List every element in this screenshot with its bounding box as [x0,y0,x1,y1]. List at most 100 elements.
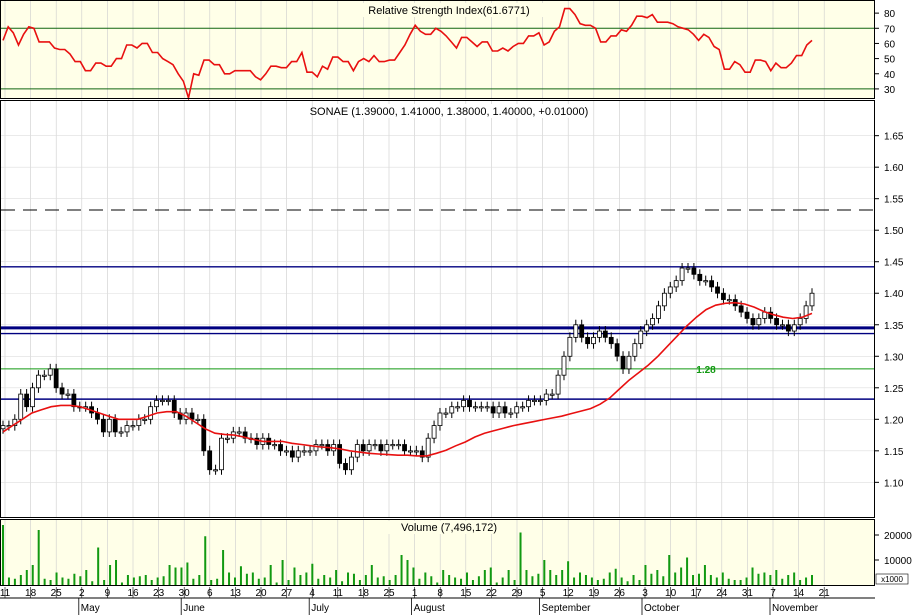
volume-bar [579,572,582,585]
candle-body [224,437,230,440]
candle-body [667,286,673,294]
volume-tick-label: 20000 [884,531,912,542]
candle-body [47,368,53,376]
volume-bar [436,582,439,585]
volume-bar [465,572,468,585]
candle-body [408,450,413,453]
volume-bar [180,567,183,585]
volume-bar [727,578,730,585]
candle-body [591,336,596,345]
rsi-title: Relative Strength Index(61.6771) [368,5,529,17]
candle-body [744,311,750,319]
candle-body [461,399,466,408]
price-tick-label: 1.25 [884,384,904,395]
volume-bar [430,576,433,585]
price-tick-label: 1.55 [884,195,904,206]
date-tick-label: 22 [486,588,498,599]
candle-body [71,393,77,408]
date-tick-label: 16 [127,588,139,599]
volume-bar [91,581,94,585]
candle-body [644,324,650,332]
volume-bar [43,578,46,585]
volume-bar [162,576,165,585]
volume-bar [115,560,118,585]
volume-bar [793,572,796,585]
volume-bar [668,555,671,585]
volume-bar [126,575,129,585]
candle-body [490,406,496,414]
volume-bar [37,530,40,585]
volume-bar [561,570,564,585]
volume-bar [323,575,326,585]
volume-bar [109,565,112,585]
volume-bar [73,573,76,585]
candle-body [526,399,531,408]
volume-bar [805,577,808,585]
date-tick-label: 10 [665,588,677,599]
rsi-tick-label: 40 [884,70,896,81]
candle-body [100,418,106,433]
volume-bar [388,580,391,585]
candle-body [24,393,30,408]
candle-body [449,406,455,414]
date-tick-label: 12 [563,588,575,599]
volume-bar [697,573,700,585]
volume-bar [406,560,409,585]
volume-bar [138,576,141,585]
price-tick-label: 1.10 [884,478,904,489]
candle-body [0,425,6,430]
volume-bar [525,570,528,585]
candle-body [384,444,390,452]
candle-body [295,450,301,458]
candle-body [396,444,402,447]
candle-body [106,418,112,433]
date-tick-label: 25 [51,588,63,599]
candle-body [774,318,779,326]
volume-bar [680,567,683,585]
candle-body [207,450,213,471]
volume-unit-label: x1000 [881,575,903,584]
candle-body [455,406,461,409]
candle-body [626,355,632,370]
volume-bar [638,580,641,585]
volume-bar [79,576,82,585]
volume-bar [287,580,290,585]
volume-bar [31,565,34,585]
rsi-tick-label: 60 [884,39,896,50]
volume-bar [602,578,605,585]
volume-bar [799,580,802,585]
candle-body [703,280,709,283]
candle-body [112,418,118,433]
candle-body [520,406,526,409]
volume-bar [216,578,219,585]
volume-bar [311,563,314,585]
candle-body [307,450,313,453]
volume-bar [13,578,16,585]
candle-body [508,412,514,415]
price-panel-bg [0,100,875,518]
volume-bar [192,578,195,585]
month-label: June [183,603,205,614]
volume-bar [650,573,653,585]
candle-body [195,418,201,421]
volume-bar [656,570,659,585]
volume-bar [204,536,207,585]
candle-body [561,355,567,376]
candle-body [537,399,543,402]
volume-bar [567,561,570,585]
volume-bar [132,577,135,585]
candle-body [597,330,602,338]
volume-bar [400,555,403,585]
volume-bar [67,578,70,585]
xaxis-bg [0,587,921,615]
candle-body [142,418,148,421]
candle-body [366,444,372,452]
candle-body [148,406,154,420]
candle-body [555,374,561,395]
date-tick-label: 27 [281,588,293,599]
volume-bar [364,575,367,585]
volume-bar [632,575,635,585]
candle-body [608,336,614,345]
candle-body [756,318,762,326]
